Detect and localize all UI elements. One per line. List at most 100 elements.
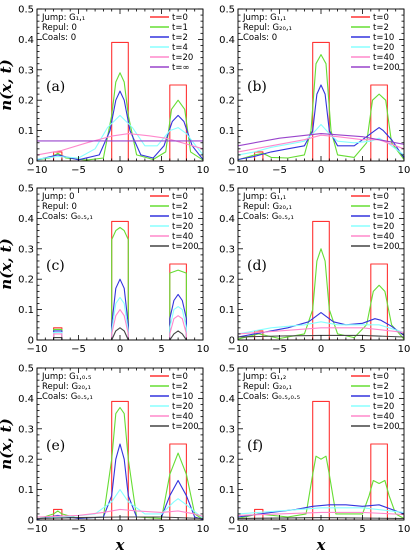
y-tick-label: 0.2 — [18, 455, 34, 466]
legend-label: t=10 — [373, 33, 394, 43]
y-tick-label: 0.4 — [219, 35, 235, 46]
x-tick-label: −5 — [272, 524, 287, 535]
series-line — [238, 455, 404, 520]
legend-label: t=2 — [373, 23, 389, 33]
y-tick-label: 0.4 — [219, 394, 235, 405]
panel-f: −10 −5 0 5 10 0 0.1 0.2 0.3 0.4 0.5 x Jump: G₁,₂Repu… — [219, 364, 410, 555]
legend-label: t=2 — [172, 382, 188, 392]
y-tick-label: 0.1 — [219, 126, 235, 137]
x-tick-label: 10 — [398, 165, 411, 176]
x-tick-label: 5 — [359, 344, 365, 355]
legend-label: t=20 — [172, 222, 193, 232]
series-line — [37, 72, 203, 161]
parameter-label: Repul: 0 — [42, 23, 77, 33]
legend-label: t=20 — [373, 402, 394, 412]
legend-label: t=200 — [172, 422, 199, 432]
legend-label: t=2 — [172, 33, 188, 43]
series-line — [37, 327, 203, 340]
x-tick-label: −5 — [71, 524, 86, 535]
legend-label: t=40 — [373, 412, 394, 422]
legend-label: t=10 — [373, 392, 394, 402]
series-group — [37, 220, 203, 340]
x-tick-label: 0 — [318, 165, 324, 176]
x-tick-label: 0 — [117, 524, 123, 535]
legend-label: t=∞ — [172, 63, 190, 73]
y-axis-label: n(x, t) — [0, 59, 15, 110]
parameter-label: Coals: G₀.₅,₁ — [243, 212, 294, 222]
y-tick-label: 0.4 — [18, 214, 34, 225]
y-tick-label: 0.5 — [219, 364, 235, 375]
y-tick-label: 0 — [28, 516, 34, 527]
series-line — [238, 84, 404, 161]
series-line — [238, 511, 404, 516]
parameter-label: Repul: 0 — [42, 202, 77, 212]
x-tick-label: −10 — [26, 524, 47, 535]
y-tick-label: 0.2 — [18, 96, 34, 107]
legend-label: t=0 — [172, 13, 188, 23]
legend-label: t=0 — [373, 192, 389, 202]
legend-label: t=200 — [373, 63, 400, 73]
parameter-label: Jump: G₁,₁ — [242, 192, 286, 202]
parameter-label: Coals: G₀.₅,₁ — [42, 392, 93, 402]
series-line — [238, 507, 404, 515]
y-tick-label: 0.4 — [18, 35, 34, 46]
x-tick-label: −5 — [71, 165, 86, 176]
x-tick-label: 10 — [197, 344, 210, 355]
panel-c: −10 −5 0 5 10 0 0.1 0.2 0.3 0.4 0.5 n(x, t) Jump: 0R… — [0, 184, 209, 356]
legend-label: t=40 — [373, 232, 394, 242]
legend-label: t=0 — [373, 13, 389, 23]
legend-label: t=2 — [172, 202, 188, 212]
parameter-label: Repul: G₂₀,₁ — [42, 382, 91, 392]
y-axis-label: n(x, t) — [0, 238, 15, 289]
panel-a: −10 −5 0 5 10 0 0.1 0.2 0.3 0.4 0.5 n(x, t) Jump: G₁… — [0, 5, 209, 177]
legend-label: t=40 — [373, 53, 394, 63]
series-line — [238, 321, 404, 335]
legend-label: t=200 — [373, 422, 400, 432]
x-tick-label: −5 — [71, 344, 86, 355]
parameter-label: Coals: 0 — [42, 33, 76, 43]
parameter-label: Jump: G₁,₁ — [242, 13, 286, 23]
legend-label: t=20 — [373, 222, 394, 232]
legend-label: t=40 — [172, 232, 193, 242]
x-tick-label: 0 — [318, 524, 324, 535]
x-tick-label: 5 — [359, 165, 365, 176]
parameter-label: Jump: G₁,₂ — [242, 372, 286, 382]
series-line — [37, 90, 203, 161]
y-tick-label: 0 — [229, 336, 235, 347]
legend-label: t=20 — [172, 53, 193, 63]
x-tick-label: −10 — [26, 165, 47, 176]
x-axis-label: x — [316, 536, 327, 554]
legend-label: t=10 — [172, 392, 193, 402]
y-tick-label: 0.2 — [219, 275, 235, 286]
panel-letter: (e) — [46, 438, 65, 454]
y-tick-label: 0.4 — [219, 214, 235, 225]
y-tick-label: 0.2 — [219, 96, 235, 107]
legend-label: t=4 — [172, 43, 188, 53]
x-tick-label: 10 — [398, 344, 411, 355]
series-group — [238, 400, 404, 520]
panel-e: −10 −5 0 5 10 0 0.1 0.2 0.3 0.4 0.5 n(x, t) x Jump: G… — [0, 364, 209, 555]
y-tick-label: 0 — [229, 516, 235, 527]
y-tick-label: 0.1 — [18, 126, 34, 137]
x-tick-label: 0 — [318, 344, 324, 355]
x-tick-label: −10 — [227, 524, 248, 535]
parameter-label: Coals: G₀.₅,₀.₅ — [243, 392, 300, 402]
x-tick-label: −5 — [272, 165, 287, 176]
y-tick-label: 0 — [28, 336, 34, 347]
y-tick-label: 0.2 — [219, 455, 235, 466]
legend-label: t=0 — [373, 372, 389, 382]
series-line — [238, 123, 404, 156]
y-tick-label: 0.5 — [18, 184, 34, 195]
y-tick-label: 0 — [229, 157, 235, 168]
parameter-label: Repul: G₂₀,₁ — [243, 202, 292, 212]
y-tick-label: 0.4 — [18, 394, 34, 405]
y-tick-label: 0.5 — [18, 364, 34, 375]
y-tick-label: 0.3 — [219, 65, 235, 76]
legend-label: t=200 — [373, 242, 400, 252]
x-tick-label: 5 — [158, 344, 164, 355]
legend-label: t=20 — [172, 402, 193, 412]
x-tick-label: 0 — [117, 344, 123, 355]
panel-letter: (d) — [247, 258, 267, 274]
y-tick-label: 0.1 — [18, 485, 34, 496]
panel-letter: (a) — [46, 79, 65, 95]
